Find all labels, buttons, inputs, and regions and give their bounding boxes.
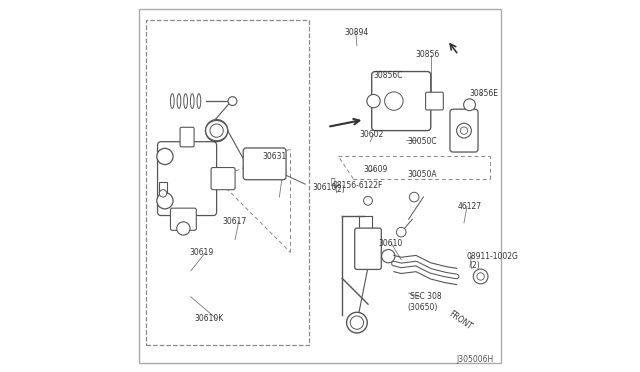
Circle shape xyxy=(205,119,228,142)
Circle shape xyxy=(385,92,403,110)
FancyBboxPatch shape xyxy=(450,109,478,152)
FancyBboxPatch shape xyxy=(180,127,194,147)
Text: 30609: 30609 xyxy=(363,165,388,174)
Circle shape xyxy=(177,222,190,235)
Text: 30619: 30619 xyxy=(189,248,213,257)
Ellipse shape xyxy=(197,94,201,109)
Ellipse shape xyxy=(191,94,194,109)
FancyBboxPatch shape xyxy=(426,92,444,110)
Text: 30610K: 30610K xyxy=(195,314,224,323)
FancyBboxPatch shape xyxy=(355,228,381,269)
Circle shape xyxy=(456,123,472,138)
Circle shape xyxy=(210,124,223,137)
Text: 30610: 30610 xyxy=(378,239,403,248)
Text: 30856C: 30856C xyxy=(373,71,403,80)
Text: Ⓑ: Ⓑ xyxy=(330,178,335,187)
Circle shape xyxy=(228,97,237,106)
Circle shape xyxy=(367,94,380,108)
Circle shape xyxy=(157,148,173,164)
Text: (2): (2) xyxy=(334,185,345,194)
Circle shape xyxy=(410,192,419,202)
Ellipse shape xyxy=(170,94,174,109)
Text: 30050C: 30050C xyxy=(408,137,437,146)
Bar xyxy=(147,20,309,345)
Text: J305006H: J305006H xyxy=(456,355,494,364)
Circle shape xyxy=(477,273,484,280)
Text: 30856E: 30856E xyxy=(470,89,499,98)
Text: (2): (2) xyxy=(469,261,480,270)
Bar xyxy=(159,182,167,205)
Text: 30894: 30894 xyxy=(344,28,368,37)
Text: 30602: 30602 xyxy=(360,130,384,139)
Text: 30617: 30617 xyxy=(223,217,247,225)
Ellipse shape xyxy=(177,94,181,109)
Text: 46127: 46127 xyxy=(458,202,481,211)
Circle shape xyxy=(460,127,468,134)
Circle shape xyxy=(396,227,406,237)
Circle shape xyxy=(364,196,372,205)
Circle shape xyxy=(159,190,167,197)
Text: FRONT: FRONT xyxy=(447,310,474,332)
Text: 08156-6122F: 08156-6122F xyxy=(333,182,383,190)
Circle shape xyxy=(347,312,367,333)
Ellipse shape xyxy=(205,121,228,141)
FancyBboxPatch shape xyxy=(170,208,196,230)
Circle shape xyxy=(157,193,173,209)
FancyBboxPatch shape xyxy=(243,148,286,180)
Text: (30650): (30650) xyxy=(408,303,438,312)
FancyBboxPatch shape xyxy=(211,167,235,190)
Ellipse shape xyxy=(184,94,188,109)
Circle shape xyxy=(350,316,364,329)
Circle shape xyxy=(381,250,395,263)
Circle shape xyxy=(463,99,476,111)
FancyBboxPatch shape xyxy=(157,142,216,215)
Text: 30050A: 30050A xyxy=(408,170,437,179)
Text: 30610: 30610 xyxy=(312,183,337,192)
FancyBboxPatch shape xyxy=(372,71,431,131)
Text: 30631: 30631 xyxy=(263,152,287,161)
Text: 08911-1002G: 08911-1002G xyxy=(467,251,519,261)
Text: 30856: 30856 xyxy=(415,51,440,60)
Text: SEC 308: SEC 308 xyxy=(410,292,442,301)
Circle shape xyxy=(473,269,488,284)
